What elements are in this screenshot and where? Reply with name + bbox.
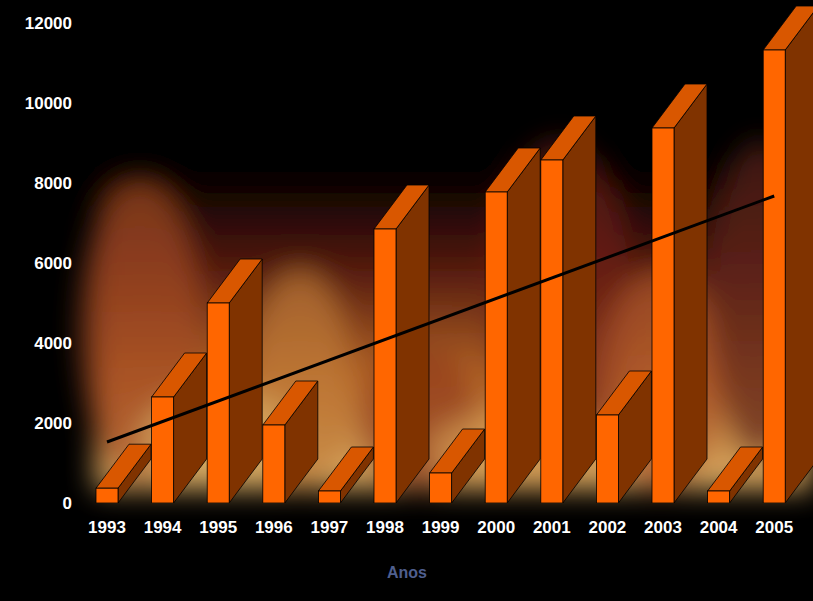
bar-top — [263, 381, 318, 425]
bar-front — [152, 397, 174, 503]
background — [0, 0, 813, 601]
y-tick — [74, 423, 78, 424]
bar-front — [96, 488, 118, 503]
bar-top — [708, 447, 763, 491]
y-tick-label: 4000 — [34, 334, 72, 353]
bar-top — [374, 185, 429, 229]
x-tick-label: 1999 — [422, 518, 460, 537]
bar-top — [318, 447, 373, 491]
bar-front — [763, 50, 785, 503]
bar — [152, 353, 207, 503]
x-tick-label: 1995 — [199, 518, 237, 537]
y-tick — [74, 343, 78, 344]
bar — [263, 381, 318, 503]
bar-top — [652, 84, 707, 128]
x-tick-label: 1996 — [255, 518, 293, 537]
bar-top — [763, 6, 813, 50]
bar-front — [430, 473, 452, 503]
bar — [708, 447, 763, 503]
bar-front — [374, 229, 396, 503]
x-tick-label: 1997 — [310, 518, 348, 537]
bar — [318, 447, 373, 503]
y-tick — [74, 103, 78, 104]
y-tick-label: 10000 — [25, 94, 72, 113]
bar-top — [96, 444, 151, 488]
bar-top — [152, 353, 207, 397]
x-tick-label: 1993 — [88, 518, 126, 537]
bar-top — [430, 429, 485, 473]
x-tick-label: 2003 — [644, 518, 682, 537]
x-tick-label: 2000 — [477, 518, 515, 537]
x-axis-label: Anos — [387, 564, 427, 581]
bar-front — [652, 128, 674, 503]
y-tick-label: 0 — [63, 494, 72, 513]
bar-front — [263, 425, 285, 503]
x-tick-label: 1994 — [144, 518, 182, 537]
x-tick-label: 2001 — [533, 518, 571, 537]
bar — [207, 259, 262, 503]
trend-line — [107, 196, 774, 442]
y-tick — [74, 503, 78, 504]
bar-side — [674, 84, 707, 503]
y-tick — [74, 263, 78, 264]
bar — [541, 116, 596, 503]
x-tick-label: 1998 — [366, 518, 404, 537]
x-tick-label: 2002 — [588, 518, 626, 537]
y-tick-label: 8000 — [34, 174, 72, 193]
chart: 0 2000 4000 6000 8000 10000 12000 1993 1994 1995 1… — [0, 0, 813, 601]
bar — [430, 429, 485, 503]
bar — [652, 84, 707, 503]
y-tick-label: 12000 — [25, 14, 72, 33]
bar — [763, 6, 813, 503]
bar-front — [318, 491, 340, 503]
bar-side — [507, 148, 540, 503]
bar-top — [485, 148, 540, 192]
bar — [374, 185, 429, 503]
x-tick-label: 2004 — [700, 518, 738, 537]
bar-top — [596, 371, 651, 415]
bar — [596, 371, 651, 503]
bar-top — [541, 116, 596, 160]
y-tick — [74, 23, 78, 24]
x-tick-label: 2005 — [755, 518, 793, 537]
bar — [96, 444, 151, 503]
bar-front — [485, 192, 507, 503]
bar-side — [785, 6, 813, 503]
bar-front — [596, 415, 618, 503]
bar-front — [541, 160, 563, 503]
y-tick-label: 6000 — [34, 254, 72, 273]
y-tick-label: 2000 — [34, 414, 72, 433]
bar-side — [396, 185, 429, 503]
bar-side — [563, 116, 596, 503]
bar — [485, 148, 540, 503]
bar-top — [207, 259, 262, 303]
y-tick — [74, 183, 78, 184]
bars — [96, 6, 813, 503]
bar-front — [708, 491, 730, 503]
